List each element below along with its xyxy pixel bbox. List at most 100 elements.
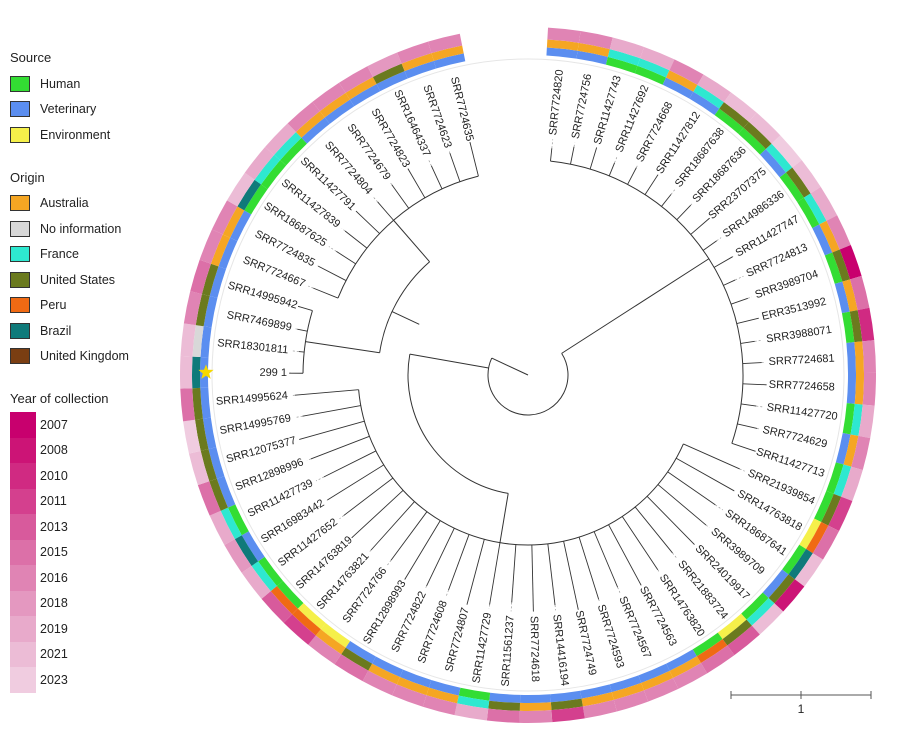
- source-ring-segment: [546, 47, 578, 59]
- source-ring-segment: [634, 65, 667, 85]
- tip-label: SRR7724820: [547, 69, 566, 136]
- legend-year-item: 2011: [10, 488, 200, 514]
- internal-branch: [499, 493, 509, 543]
- tip-label: SRR7724629: [761, 424, 828, 451]
- year-ring-segment: [265, 123, 296, 155]
- scale-bar: 1: [730, 691, 872, 715]
- year-ring-segment: [183, 419, 201, 454]
- year-ring-segment: [578, 31, 613, 50]
- year-ring-segment: [367, 52, 402, 77]
- legend-label: 2015: [40, 545, 68, 560]
- tip-leader-line: [657, 569, 660, 573]
- legend-swatch: [10, 437, 36, 463]
- legend-source: Source Human Veterinary Environment: [10, 50, 200, 148]
- tip-label: SRR11427720: [766, 401, 838, 423]
- legend-swatch: [10, 412, 36, 438]
- terminal-branch: [578, 537, 600, 600]
- origin-ring-segment: [786, 167, 811, 198]
- origin-ring-segment: [854, 341, 864, 374]
- tip-leader-line: [690, 203, 693, 206]
- legend-origin-item: Australia: [10, 191, 200, 217]
- legend-swatch: [10, 590, 36, 616]
- tip-leader-line: [315, 476, 325, 482]
- legend-label: 2019: [40, 621, 68, 636]
- source-ring-segment: [489, 692, 521, 703]
- legend-origin-item: United States: [10, 267, 200, 293]
- tip-label: SRR7724618: [528, 616, 541, 682]
- origin-ring-segment: [401, 53, 434, 72]
- tip-leader-line: [510, 602, 513, 612]
- source-ring-segment: [280, 137, 307, 166]
- tip-label: SRR14995769: [219, 412, 292, 437]
- origin-ring-segment: [292, 608, 321, 636]
- source-ring-segment: [276, 580, 304, 609]
- terminal-branch: [469, 142, 479, 177]
- tip-leader-line: [551, 139, 554, 149]
- tip-leader-line: [428, 159, 432, 166]
- legend-label: 2018: [40, 596, 68, 611]
- source-ring-segment: [404, 60, 437, 79]
- source-ring-segment: [216, 476, 236, 508]
- source-ring-segment: [320, 623, 351, 648]
- year-ring-segment: [197, 481, 221, 516]
- year-ring-segment: [211, 200, 238, 235]
- internal-branch: [393, 219, 430, 263]
- source-ring-segment: [834, 281, 850, 314]
- source-ring-segment: [714, 108, 744, 134]
- origin-ring-segment: [192, 387, 203, 420]
- tip-label: SRR7724807: [443, 606, 472, 673]
- legend-source-item: Human: [10, 71, 200, 97]
- terminal-branch: [404, 520, 441, 580]
- year-ring-segment: [428, 33, 463, 54]
- source-ring-segment: [202, 417, 217, 450]
- year-ring-segment: [244, 147, 275, 180]
- origin-ring-segment: [746, 597, 775, 626]
- source-ring-segment: [814, 490, 834, 523]
- terminal-branch: [317, 265, 347, 281]
- source-ring-segment: [835, 433, 851, 465]
- year-ring-segment: [812, 525, 840, 560]
- terminal-branch: [327, 464, 384, 501]
- terminal-branch: [466, 539, 485, 605]
- origin-ring-segment: [641, 670, 674, 691]
- year-ring-segment: [862, 372, 876, 406]
- clade-arc: [550, 160, 744, 444]
- year-ring-segment: [190, 259, 211, 295]
- origin-ring-segment: [849, 310, 863, 343]
- source-ring-segment: [799, 518, 822, 549]
- year-ring-segment: [224, 539, 252, 573]
- tip-leader-line: [448, 151, 451, 154]
- tip-label: SRR18301811: [217, 337, 289, 356]
- terminal-branch: [634, 506, 673, 554]
- terminal-branch: [299, 420, 365, 440]
- legend-origin-title: Origin: [10, 169, 45, 185]
- tip-label: SRR3988071: [765, 324, 832, 346]
- terminal-branch: [294, 389, 359, 396]
- year-ring-segment: [519, 710, 553, 724]
- terminal-branch: [531, 544, 534, 612]
- source-ring-segment: [261, 160, 287, 190]
- source-ring-segment: [580, 684, 612, 699]
- source-ring-segment: [297, 602, 326, 630]
- source-ring-segment: [550, 690, 582, 703]
- terminal-branch: [547, 543, 556, 606]
- tip-leader-line: [341, 228, 346, 232]
- legend-label: 2016: [40, 570, 68, 585]
- star-icon: [198, 364, 214, 379]
- origin-ring-segment: [693, 84, 724, 109]
- year-ring-segment: [241, 565, 271, 599]
- year-ring-segment: [334, 654, 369, 682]
- origin-ring-segment: [803, 193, 827, 225]
- legend-swatch: [10, 246, 30, 263]
- source-ring-segment: [638, 663, 670, 683]
- tip-leader-line: [756, 405, 763, 408]
- origin-ring-segment: [210, 234, 231, 267]
- origin-ring-segment: [192, 325, 204, 358]
- tip-leader-line: [308, 285, 314, 289]
- source-ring-segment: [841, 311, 855, 343]
- terminal-branch: [644, 174, 659, 195]
- origin-ring-segment: [201, 263, 219, 297]
- tip-leader-line: [306, 458, 311, 461]
- legend-origin-item: France: [10, 242, 200, 268]
- terminal-branch: [627, 167, 637, 185]
